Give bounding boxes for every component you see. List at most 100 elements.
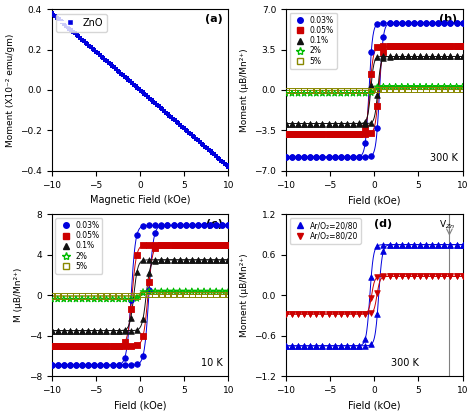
Point: [422, 273, 430, 280]
Point: [103, 293, 110, 300]
Point: [194, 137, 202, 144]
Point: [435, 241, 442, 248]
Point: [294, 120, 302, 127]
Point: [146, 270, 153, 276]
Point: [72, 296, 80, 302]
Point: [225, 222, 232, 229]
Point: [410, 273, 418, 280]
Point: [53, 15, 61, 21]
Point: [127, 78, 134, 85]
Point: [97, 342, 104, 349]
Point: [294, 154, 302, 161]
Point: [182, 288, 190, 295]
Point: [343, 311, 351, 317]
Point: [133, 342, 141, 349]
Point: [325, 131, 332, 137]
Point: [386, 43, 393, 50]
Point: [55, 16, 63, 22]
Point: [219, 241, 226, 248]
Text: (d): (d): [374, 219, 392, 229]
Point: [343, 131, 351, 137]
Point: [225, 288, 232, 295]
Point: [416, 43, 424, 50]
Point: [200, 142, 207, 149]
Point: [114, 67, 121, 74]
Point: [57, 17, 64, 24]
Point: [355, 311, 363, 317]
Point: [428, 86, 436, 93]
Point: [78, 293, 86, 300]
Point: [325, 154, 332, 161]
Point: [66, 296, 73, 302]
Point: [200, 222, 208, 229]
Point: [441, 53, 448, 60]
X-axis label: Field (kOe): Field (kOe): [348, 195, 401, 205]
Point: [288, 87, 296, 94]
Point: [343, 131, 351, 137]
Point: [134, 84, 141, 91]
Point: [191, 134, 198, 141]
Point: [139, 315, 147, 322]
Point: [103, 296, 110, 302]
Point: [319, 90, 326, 97]
Point: [331, 154, 338, 161]
Point: [301, 342, 308, 349]
Point: [282, 154, 290, 161]
Point: [72, 293, 80, 300]
Point: [121, 74, 128, 80]
Point: [459, 273, 466, 280]
Point: [152, 291, 159, 298]
Point: [288, 90, 296, 97]
Point: [404, 83, 411, 90]
Point: [157, 257, 165, 263]
Point: [72, 293, 80, 300]
Point: [441, 43, 448, 50]
Point: [349, 90, 357, 97]
Point: [374, 124, 381, 131]
Point: [374, 86, 381, 93]
Point: [307, 120, 314, 127]
Point: [367, 341, 375, 348]
Point: [50, 11, 57, 18]
Point: [367, 82, 375, 88]
Point: [312, 342, 320, 349]
Point: [198, 140, 205, 147]
Point: [349, 342, 357, 349]
Point: [54, 327, 62, 334]
Point: [380, 83, 387, 90]
Point: [121, 327, 128, 333]
Point: [294, 342, 302, 349]
Point: [325, 342, 332, 349]
Point: [51, 13, 59, 20]
Point: [212, 257, 220, 263]
Point: [312, 154, 320, 161]
Point: [72, 327, 80, 334]
Point: [162, 109, 170, 116]
Point: [410, 273, 418, 280]
Point: [101, 57, 109, 63]
Point: [331, 87, 338, 94]
Point: [386, 20, 393, 27]
Point: [282, 131, 290, 137]
Point: [84, 362, 92, 368]
Point: [282, 131, 290, 137]
Point: [319, 87, 326, 94]
Point: [60, 327, 68, 334]
Point: [343, 342, 351, 349]
Point: [188, 288, 196, 295]
Point: [410, 86, 418, 93]
Point: [428, 83, 436, 90]
Point: [164, 291, 171, 298]
Point: [282, 120, 290, 127]
Point: [206, 222, 214, 229]
Point: [331, 311, 338, 317]
Point: [410, 43, 418, 50]
Point: [109, 327, 116, 334]
Point: [294, 154, 302, 161]
Point: [435, 53, 442, 60]
Point: [416, 43, 424, 50]
Point: [207, 148, 214, 155]
Point: [355, 342, 363, 349]
Point: [367, 153, 375, 159]
Point: [54, 362, 62, 368]
